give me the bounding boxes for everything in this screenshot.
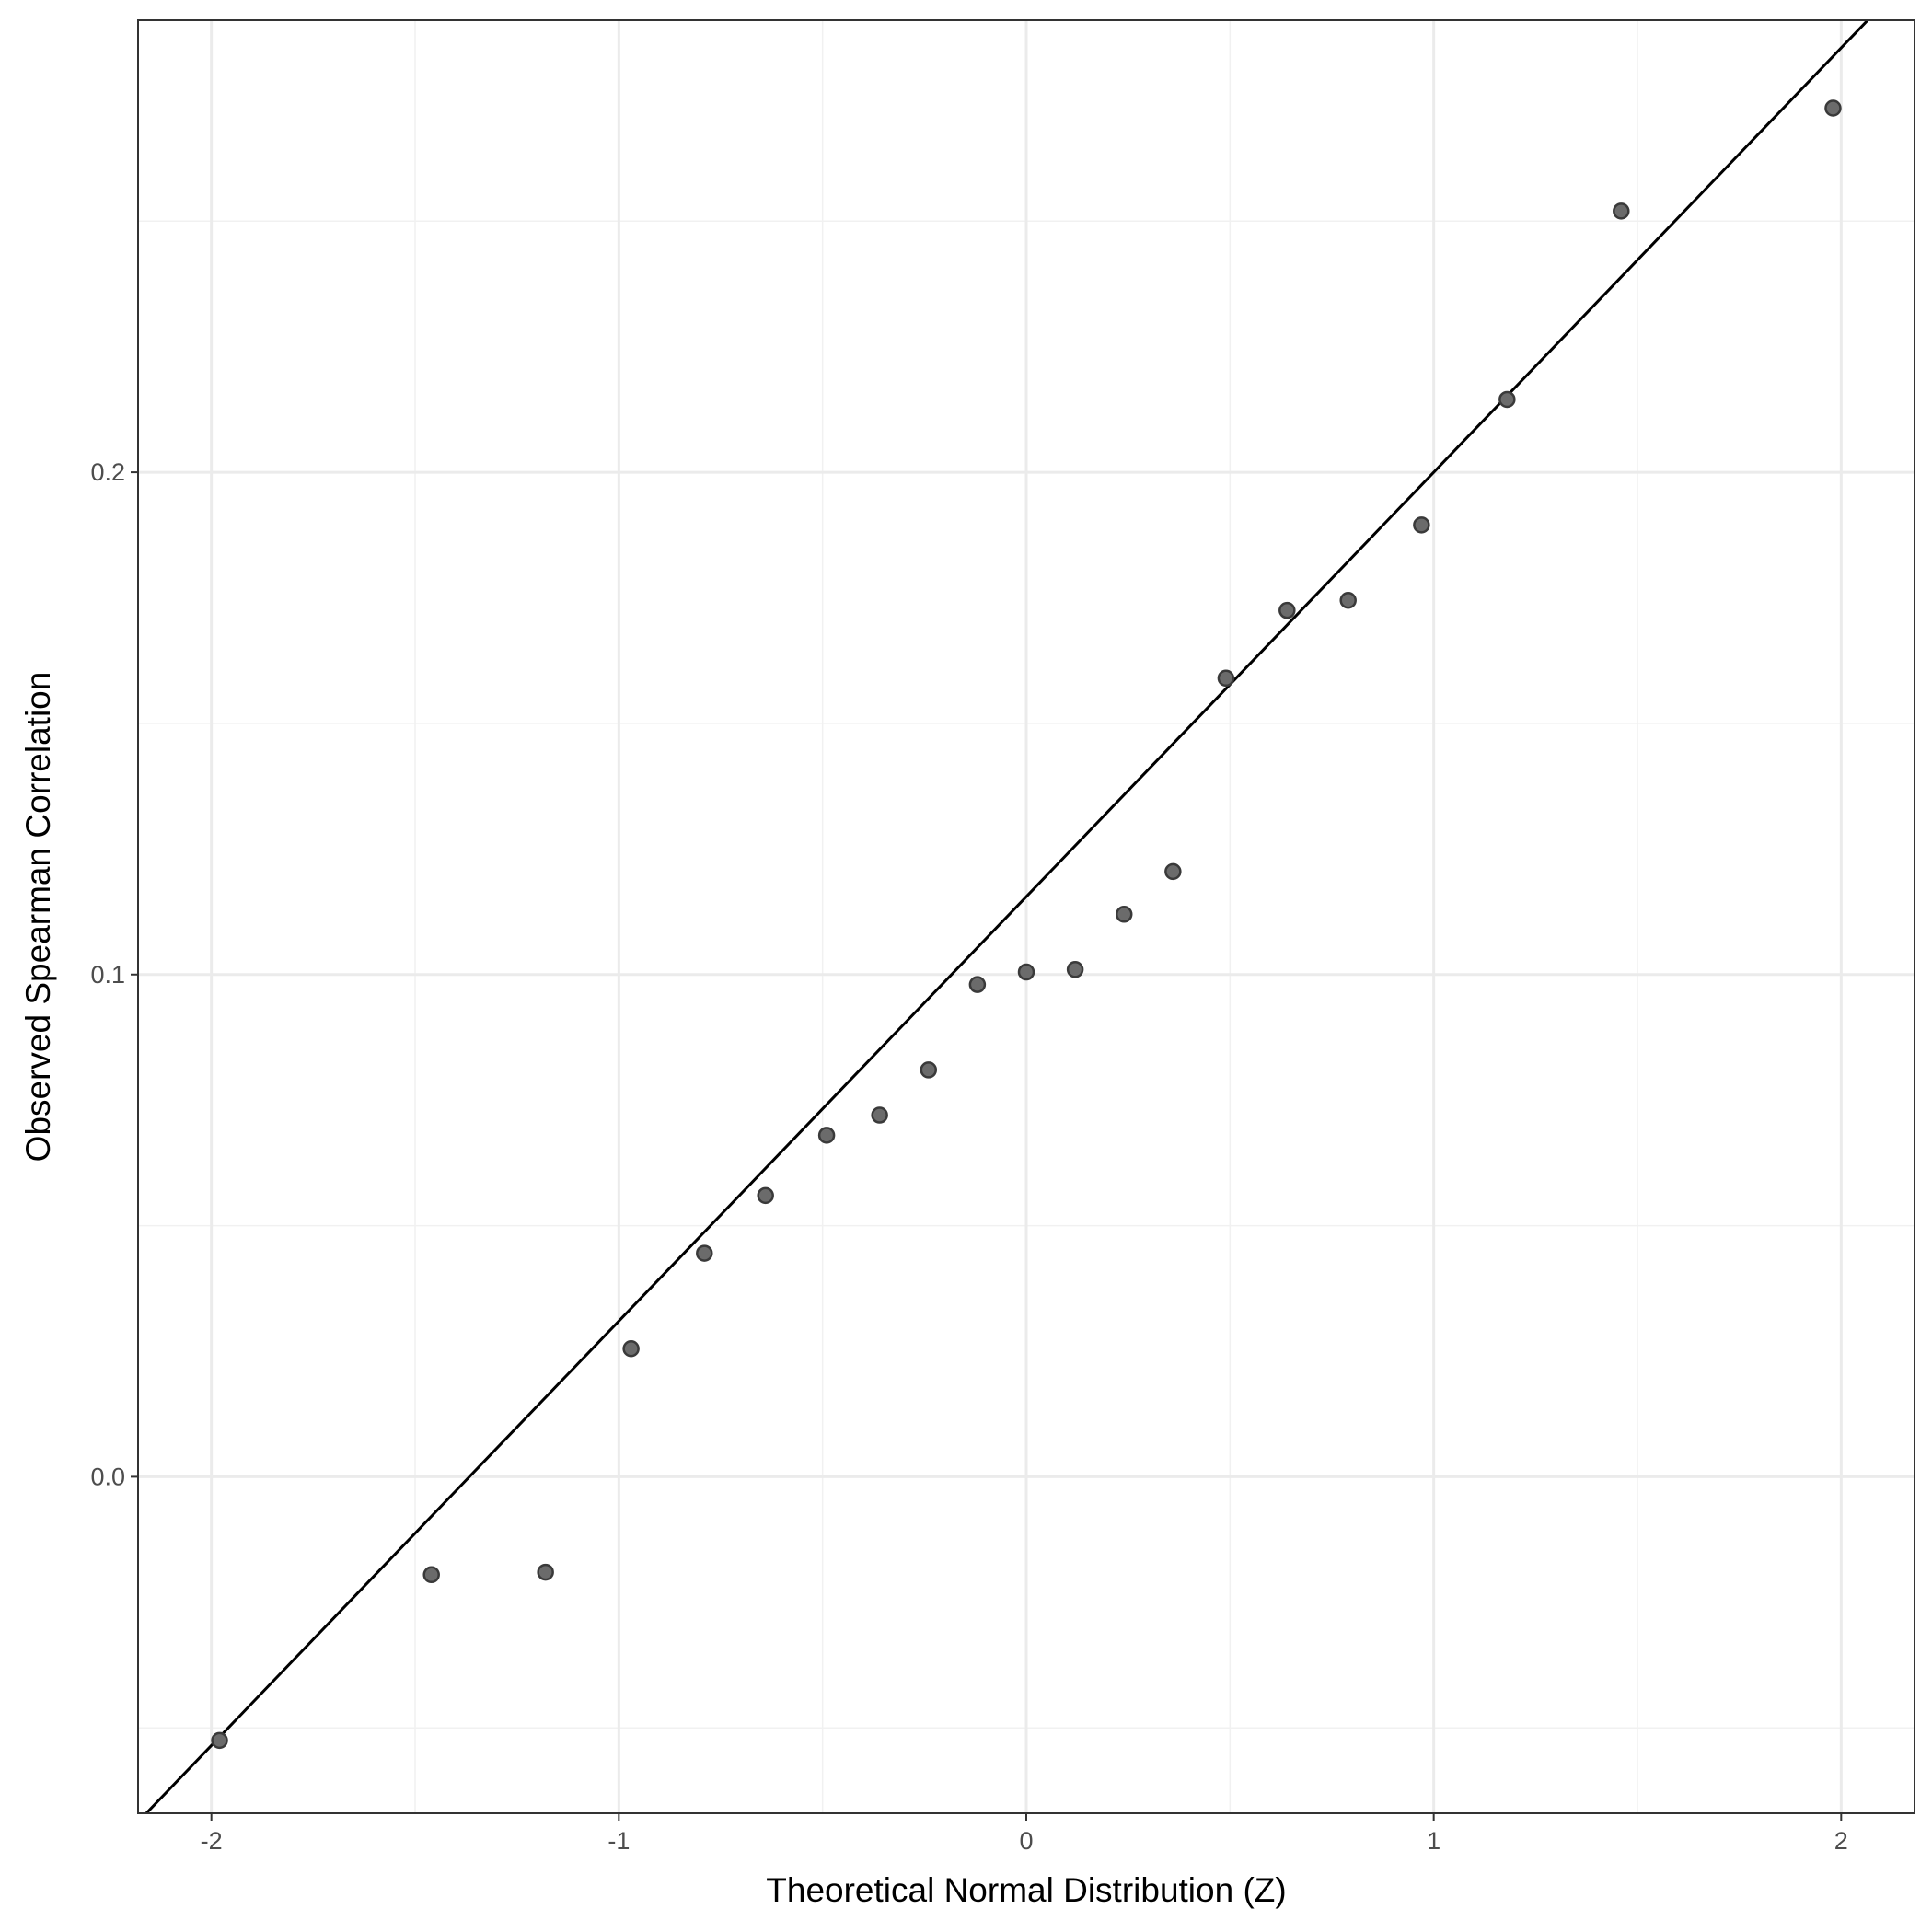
x-tick-label: -1 — [607, 1827, 630, 1855]
data-point — [1613, 202, 1630, 220]
data-point — [1017, 963, 1035, 981]
y-tick-label: 0.2 — [90, 458, 125, 486]
data-point — [1164, 862, 1182, 881]
data-point — [696, 1244, 713, 1262]
y-axis-ticks: 0.0 0.1 0.2 — [90, 458, 138, 1490]
data-point — [1115, 906, 1133, 923]
x-axis-ticks: -2 -1 0 1 2 — [201, 1813, 1848, 1855]
data-point — [871, 1106, 888, 1124]
reference-line-group — [144, 20, 1870, 1813]
y-tick-label: 0.0 — [90, 1463, 125, 1490]
data-point — [920, 1061, 938, 1079]
x-tick-label: 2 — [1834, 1827, 1848, 1855]
data-point — [1339, 591, 1357, 609]
data-point — [1413, 516, 1430, 534]
y-tick-label: 0.1 — [90, 961, 125, 989]
data-point — [1217, 669, 1235, 688]
data-point — [422, 1566, 440, 1584]
data-points — [211, 99, 1842, 1750]
data-point — [1066, 961, 1084, 978]
data-point — [1824, 99, 1842, 117]
data-point — [622, 1340, 640, 1358]
y-axis-title: Observed Spearman Correlation — [19, 672, 57, 1163]
data-point — [968, 976, 987, 993]
data-point — [817, 1127, 836, 1144]
data-point — [537, 1563, 554, 1581]
x-axis-title: Theoretical Normal Distribution (Z) — [766, 1871, 1286, 1909]
reference-line — [144, 20, 1870, 1813]
x-tick-label: 1 — [1427, 1827, 1440, 1855]
data-point — [1498, 390, 1516, 409]
x-tick-label: 0 — [1019, 1827, 1033, 1855]
data-point — [1278, 601, 1296, 619]
x-tick-label: -2 — [201, 1827, 223, 1855]
data-point — [757, 1186, 774, 1205]
data-point — [211, 1731, 228, 1750]
